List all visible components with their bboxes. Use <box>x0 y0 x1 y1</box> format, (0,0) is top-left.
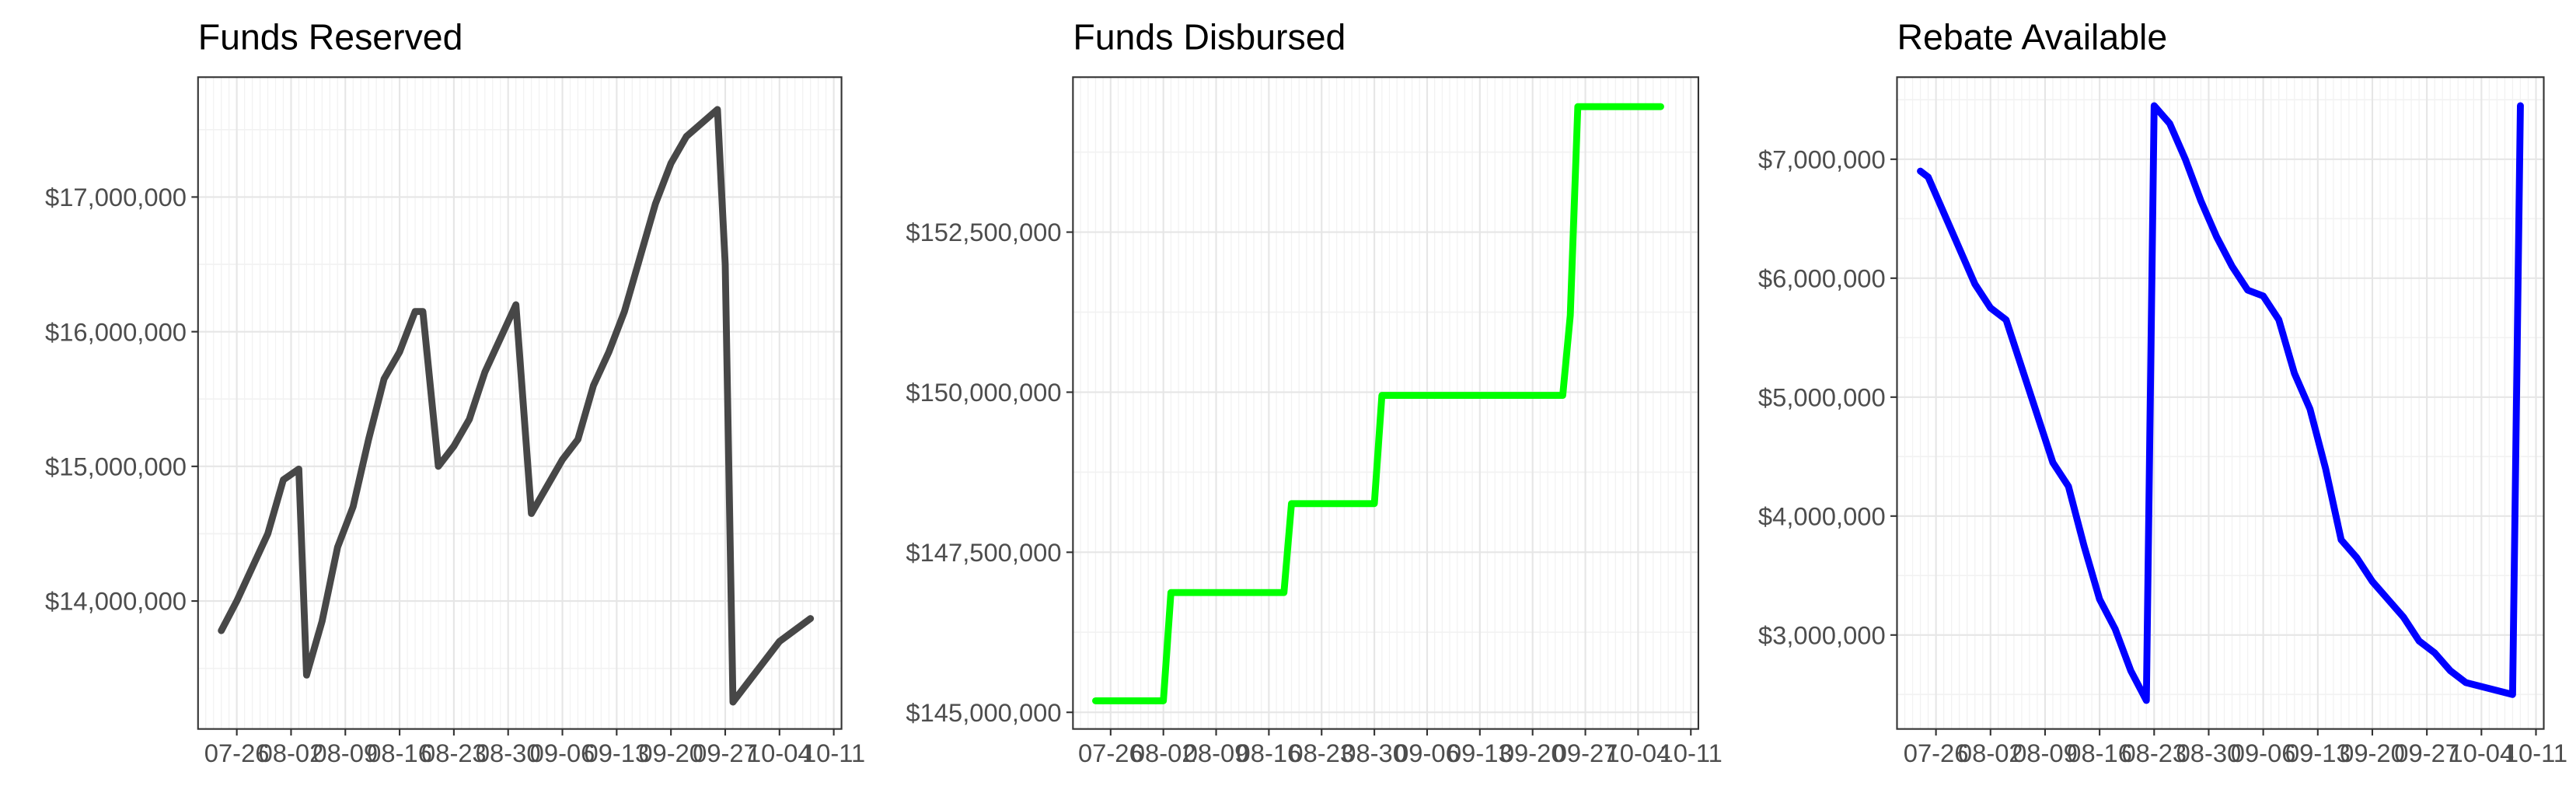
x-tick-label: 07-26 <box>1078 739 1143 767</box>
x-tick-label: 08-30 <box>476 739 541 767</box>
x-tick-label: 07-26 <box>1904 739 1969 767</box>
x-tick-label: 09-13 <box>1447 739 1513 767</box>
plot-background <box>1073 77 1698 729</box>
x-tick-label: 08-02 <box>1131 739 1196 767</box>
panel-title: Funds Reserved <box>198 16 463 57</box>
x-tick-label: 08-16 <box>367 739 432 767</box>
x-tick-label: 09-13 <box>585 739 650 767</box>
x-tick-label: 09-06 <box>2231 739 2296 767</box>
x-tick-label: 08-23 <box>421 739 487 767</box>
panel-title: Rebate Available <box>1897 16 2167 57</box>
x-tick-label: 08-09 <box>312 739 378 767</box>
data-line <box>218 106 815 706</box>
x-tick-label: 08-16 <box>2067 739 2132 767</box>
y-tick-label: $147,500,000 <box>906 538 1061 567</box>
x-tick-label: 08-02 <box>259 739 324 767</box>
plot-border <box>1896 76 2545 730</box>
x-tick-label: 09-06 <box>1394 739 1460 767</box>
x-tick-label: 10-11 <box>1660 739 1723 767</box>
x-tick-label: 08-23 <box>2121 739 2187 767</box>
x-tick-label: 09-20 <box>638 739 703 767</box>
panel: Rebate Available 07-2608-0208-0908-1608-2… <box>1758 16 2567 767</box>
x-tick-label: 08-09 <box>2012 739 2078 767</box>
plot-background <box>1897 77 2544 729</box>
y-tick-label: $6,000,000 <box>1758 264 1886 292</box>
y-tick-label: $4,000,000 <box>1758 501 1886 530</box>
panel-title: Funds Disbursed <box>1073 16 1346 57</box>
x-tick-label: 09-27 <box>2394 739 2459 767</box>
x-tick-label: 09-06 <box>530 739 595 767</box>
plot-border <box>1072 76 1700 730</box>
x-tick-label: 10-11 <box>2504 739 2567 767</box>
x-tick-label: 10-04 <box>2449 739 2514 767</box>
y-tick-label: $15,000,000 <box>45 452 187 480</box>
plot-border <box>197 76 843 730</box>
y-tick-label: $14,000,000 <box>45 587 187 616</box>
x-tick-label: 08-23 <box>1289 739 1354 767</box>
panel: Funds Reserved07-2608-0208-0908-1608-230… <box>45 16 865 767</box>
x-tick-label: 10-04 <box>747 739 812 767</box>
y-tick-label: $5,000,000 <box>1758 383 1886 411</box>
x-tick-label: 09-27 <box>1553 739 1618 767</box>
x-tick-label: 08-09 <box>1184 739 1249 767</box>
x-tick-label: 09-20 <box>2340 739 2405 767</box>
x-tick-label: 10-11 <box>802 739 865 767</box>
data-line <box>1917 102 2524 704</box>
x-tick-label: 09-27 <box>693 739 758 767</box>
y-tick-label: $16,000,000 <box>45 317 187 346</box>
y-tick-label: $145,000,000 <box>906 698 1061 727</box>
x-tick-label: 09-20 <box>1500 739 1565 767</box>
x-tick-label: 08-30 <box>1342 739 1407 767</box>
x-tick-label: 09-13 <box>2285 739 2351 767</box>
y-tick-label: $150,000,000 <box>906 378 1061 407</box>
x-tick-label: 08-16 <box>1237 739 1302 767</box>
y-tick-label: $152,500,000 <box>906 218 1061 246</box>
y-tick-label: $3,000,000 <box>1758 620 1886 649</box>
x-tick-label: 07-26 <box>204 739 270 767</box>
x-tick-label: 10-04 <box>1606 739 1671 767</box>
x-tick-label: 08-02 <box>1958 739 2023 767</box>
data-line <box>1091 103 1664 704</box>
panel: Funds Disbursed 07-2608-0208-0908-1608-23… <box>906 16 1722 767</box>
x-tick-label: 08-30 <box>2176 739 2242 767</box>
y-tick-label: $7,000,000 <box>1758 145 1886 173</box>
y-tick-label: $17,000,000 <box>45 183 187 211</box>
